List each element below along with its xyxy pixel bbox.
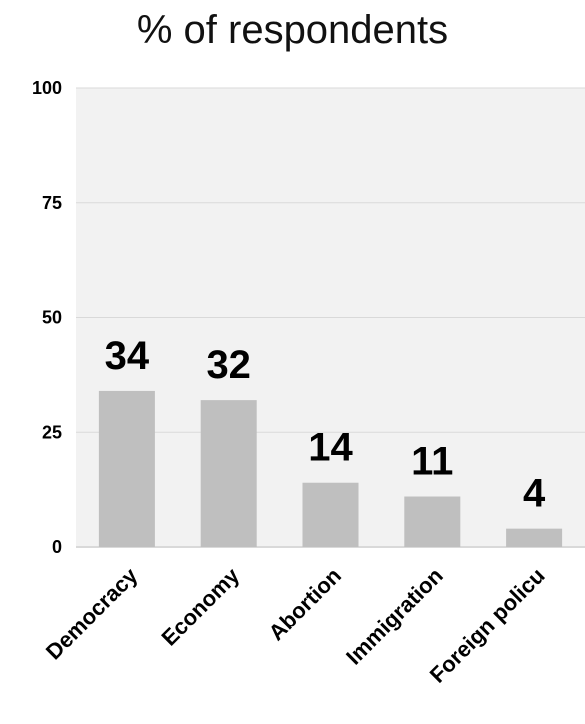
- bar-abortion: [302, 482, 359, 547]
- y-tick-label: 100: [32, 78, 62, 98]
- data-labels: 34 32 14 11 4: [105, 334, 546, 516]
- x-axis-ticks: Democracy Economy AbortionImmigrationForei…: [41, 562, 550, 687]
- chart-title: % of respondents: [136, 8, 449, 52]
- bar-democracy: [98, 390, 155, 547]
- bar-immigration: [404, 496, 461, 547]
- gridlines: [76, 87, 585, 433]
- data-label: 14: [308, 426, 353, 470]
- y-tick-label: 75: [42, 193, 62, 213]
- x-tick-label: Democracy: [41, 562, 143, 664]
- data-label: 11: [411, 440, 453, 484]
- data-label: 34: [105, 334, 150, 378]
- y-axis-ticks: 0 25 50 75 100: [32, 78, 62, 557]
- x-tick-label: Economy: [157, 562, 245, 650]
- x-tick-label: Immigration: [341, 563, 448, 670]
- y-tick-label: 50: [42, 308, 62, 328]
- bar-economy: [200, 400, 257, 547]
- data-label: 4: [523, 472, 546, 516]
- y-tick-label: 25: [42, 422, 62, 442]
- y-tick-label: 0: [52, 537, 62, 557]
- data-label: 32: [206, 343, 251, 387]
- bar-foreign-policu: [506, 528, 563, 547]
- x-tick-label: Abortion: [264, 563, 346, 645]
- bars: [98, 390, 563, 547]
